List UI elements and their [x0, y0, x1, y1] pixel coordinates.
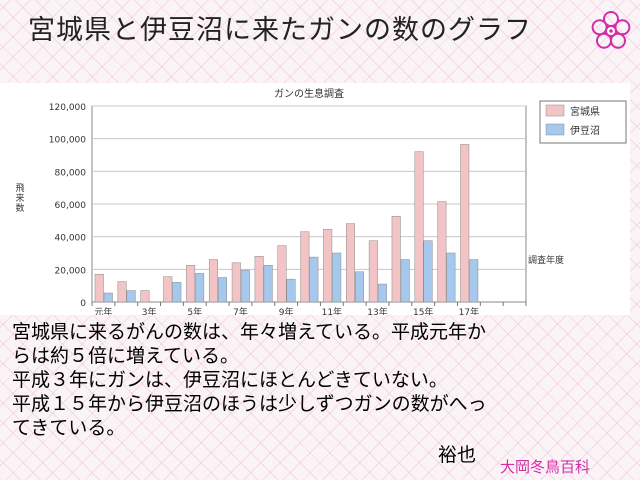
- bar-miyagi: [94, 273, 104, 303]
- x-axis-label: 調査年度: [528, 254, 564, 266]
- bar-izunuma: [332, 252, 342, 303]
- bar-miyagi: [254, 256, 264, 303]
- legend-label: 伊豆沼: [570, 124, 600, 137]
- x-tick-label: 13年: [367, 306, 387, 315]
- description-text: 宮城県に来るがんの数は、年々増えている。平成元年か らは約５倍に増えている。 平…: [12, 320, 632, 440]
- y-tick-label: 20,000: [55, 266, 87, 276]
- bar-izunuma: [172, 282, 182, 303]
- y-axis-label: 来: [15, 193, 24, 204]
- bar-izunuma: [423, 240, 433, 303]
- bar-miyagi: [117, 281, 127, 303]
- source-credit: 大岡冬鳥百科: [500, 458, 591, 476]
- bar-izunuma: [400, 259, 410, 303]
- x-tick-label: 5年: [187, 306, 202, 315]
- y-tick-label: 100,000: [49, 136, 86, 146]
- description-line: 平成１５年から伊豆沼のほうは少しずつガンの数がへっ: [12, 393, 487, 415]
- legend-label: 宮城県: [570, 105, 600, 118]
- author-name: 裕也: [438, 444, 477, 466]
- x-tick-label: 9年: [279, 306, 294, 315]
- flower-emblem-icon: [591, 11, 631, 49]
- bar-miyagi: [368, 240, 378, 303]
- bar-izunuma: [195, 273, 205, 303]
- y-tick-label: 0: [80, 299, 86, 309]
- bar-miyagi: [163, 276, 173, 303]
- bar-izunuma: [263, 265, 273, 303]
- bar-miyagi: [323, 229, 333, 303]
- bar-izunuma: [240, 269, 250, 303]
- legend-swatch-izunuma: [545, 123, 565, 136]
- bar-miyagi: [140, 290, 150, 303]
- chart-panel: 0 20,000 40,000 60,000 80,000 100,000 120,000 ガ…: [0, 83, 630, 315]
- description-line: 宮城県に来るがんの数は、年々増えている。平成元年か: [12, 321, 487, 343]
- bar-miyagi: [414, 151, 424, 303]
- x-tick-label: 17年: [459, 306, 479, 315]
- y-axis-label: 飛: [15, 183, 24, 194]
- bar-izunuma: [217, 277, 227, 303]
- chart-title: ガンの生息調査: [274, 87, 344, 100]
- bar-miyagi: [437, 201, 447, 303]
- description-line: 平成３年にガンは、伊豆沼にほとんどきていない。: [12, 369, 448, 391]
- y-tick-label: 60,000: [55, 201, 87, 211]
- y-tick-label: 120,000: [49, 103, 86, 113]
- page-title: 宮城県と伊豆沼に来たガンの数のグラフ: [28, 15, 532, 46]
- bar-izunuma: [286, 278, 296, 303]
- y-tick-label: 40,000: [55, 234, 87, 244]
- x-tick-label: 15年: [413, 306, 433, 315]
- bar-izunuma: [126, 290, 136, 303]
- bar-miyagi: [300, 231, 310, 303]
- legend-swatch-miyagi: [545, 104, 565, 117]
- bar-izunuma: [446, 252, 456, 303]
- bar-miyagi: [208, 259, 218, 303]
- bar-miyagi: [231, 262, 241, 303]
- x-tick-label: 11年: [322, 306, 342, 315]
- x-tick-label: 3年: [142, 306, 157, 315]
- bar-chart: 0 20,000 40,000 60,000 80,000 100,000 120,000 ガ…: [15, 87, 627, 315]
- description-line: てきている。: [12, 417, 126, 439]
- bar-miyagi: [391, 216, 401, 303]
- x-tick-label: 元年: [94, 306, 112, 315]
- bar-izunuma: [103, 292, 113, 303]
- bar-izunuma: [377, 283, 387, 303]
- bar-miyagi: [277, 245, 287, 303]
- bar-miyagi: [186, 265, 196, 303]
- y-axis-label: 数: [15, 202, 24, 214]
- bar-izunuma: [309, 256, 319, 303]
- description-line: らは約５倍に増えている。: [12, 345, 240, 367]
- bar-izunuma: [355, 271, 365, 303]
- y-tick-label: 80,000: [55, 168, 87, 178]
- x-tick-label: 7年: [233, 306, 248, 315]
- bar-miyagi: [346, 223, 356, 303]
- bar-miyagi: [460, 144, 470, 303]
- bar-izunuma: [469, 259, 479, 303]
